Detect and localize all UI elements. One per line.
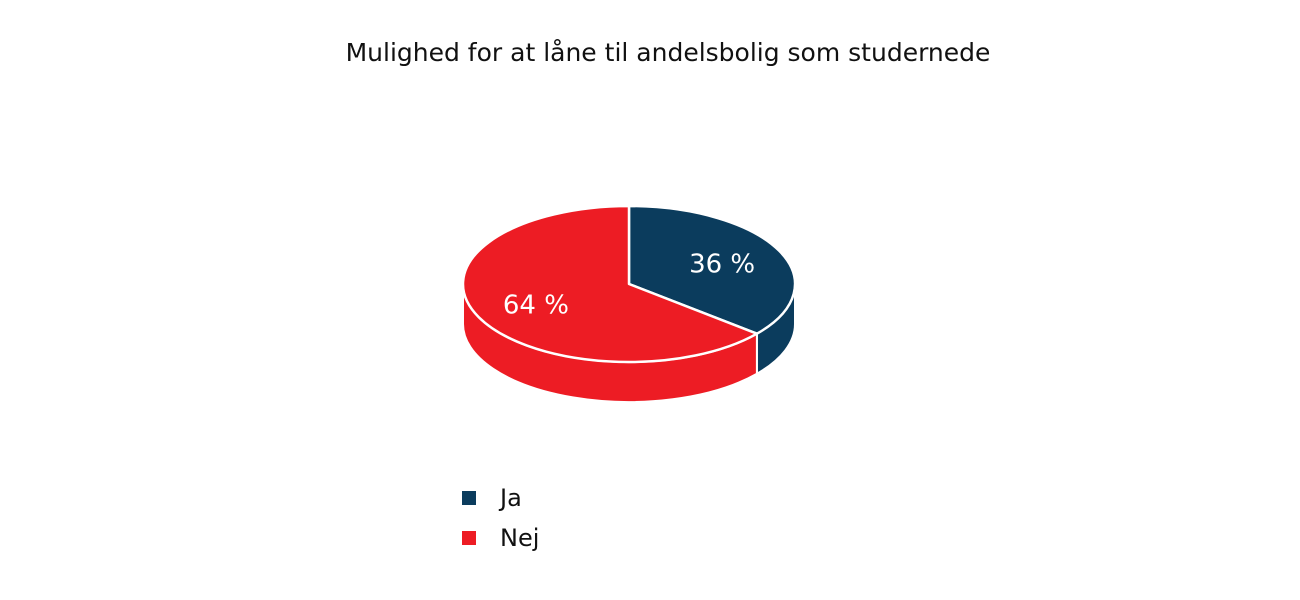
legend-item-nej: Nej [462, 518, 539, 558]
legend-swatch-ja [462, 491, 476, 505]
legend-label-nej: Nej [500, 524, 540, 552]
legend-item-ja: Ja [462, 478, 539, 518]
slice-label-nej: 64 % [503, 291, 569, 321]
pie-slice-ja [627, 204, 797, 335]
legend-swatch-nej [462, 531, 476, 545]
slice-label-ja: 36 % [689, 249, 755, 279]
legend-label-ja: Ja [500, 484, 522, 512]
legend: Ja Nej [462, 478, 539, 558]
pie-slice-nej [461, 204, 759, 364]
pie-slices: 36 % 64 % [461, 204, 797, 403]
chart-title: Mulighed for at låne til andelsbolig som… [345, 38, 991, 67]
